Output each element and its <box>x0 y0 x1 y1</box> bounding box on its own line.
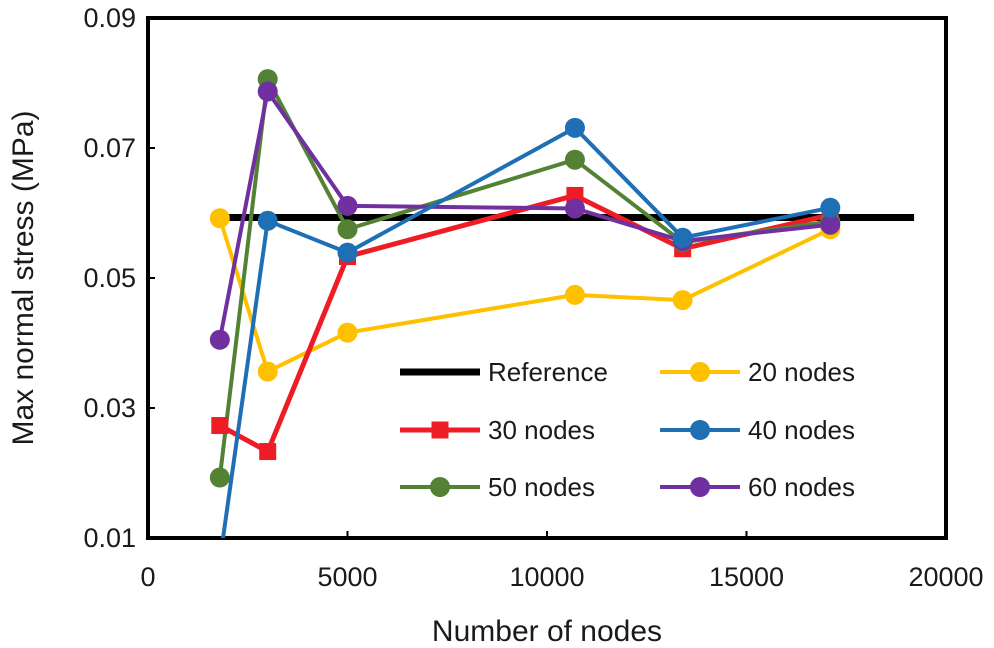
legend: Reference 20 nodes 30 nodes 40 nodes 50 node… <box>400 357 855 502</box>
data-point-20-nodes <box>337 322 358 343</box>
data-point-20-nodes <box>257 361 278 382</box>
legend-label-20-nodes: 20 nodes <box>748 357 855 387</box>
series-line-20-nodes <box>217 217 832 374</box>
data-point-60-nodes <box>820 214 841 235</box>
legend-label-60-nodes: 60 nodes <box>748 472 855 502</box>
y-tick-label: 0.03 <box>83 393 136 423</box>
legend-label-30-nodes: 30 nodes <box>488 415 595 445</box>
data-point-20-nodes <box>209 208 230 229</box>
data-point-60-nodes <box>257 81 278 102</box>
x-axis-title: Number of nodes <box>432 615 662 648</box>
x-tick-label: 10000 <box>509 562 584 592</box>
data-point-40-nodes <box>337 242 358 263</box>
data-point-40-nodes <box>257 210 278 231</box>
x-tick-label: 0 <box>140 562 155 592</box>
legend-marker-50-nodes <box>430 477 450 497</box>
legend-label-40-nodes: 40 nodes <box>748 415 855 445</box>
y-tick-label: 0.07 <box>83 133 136 163</box>
series-line-40-nodes <box>221 125 831 538</box>
legend-label-50-nodes: 50 nodes <box>488 472 595 502</box>
data-point-20-nodes <box>672 290 693 311</box>
legend-marker-40-nodes <box>690 420 710 440</box>
x-tick-label: 15000 <box>709 562 784 592</box>
data-point-40-nodes <box>820 197 841 218</box>
y-tick-label: 0.09 <box>83 3 136 33</box>
data-point-60-nodes <box>564 198 585 219</box>
legend-marker-20-nodes <box>690 362 710 382</box>
x-tick-label: 5000 <box>317 562 377 592</box>
data-point-40-nodes <box>564 117 585 138</box>
series-line-60-nodes <box>217 89 831 341</box>
legend-marker-30-nodes <box>431 421 449 439</box>
legend-marker-60-nodes <box>690 477 710 497</box>
data-point-20-nodes <box>564 284 585 305</box>
data-point-60-nodes <box>337 195 358 216</box>
y-tick-label: 0.05 <box>83 263 136 293</box>
data-point-30-nodes <box>211 417 229 435</box>
data-point-50-nodes <box>564 149 585 170</box>
y-tick-label: 0.01 <box>83 523 136 553</box>
data-point-60-nodes <box>209 329 230 350</box>
x-tick-label: 20000 <box>908 562 983 592</box>
data-point-40-nodes <box>672 227 693 248</box>
legend-label-reference: Reference <box>488 357 608 387</box>
data-point-50-nodes <box>337 219 358 240</box>
data-point-30-nodes <box>259 443 277 461</box>
data-point-40-nodes <box>210 551 230 571</box>
data-point-50-nodes <box>209 467 230 488</box>
y-axis-title: Max normal stress (MPa) <box>7 110 40 445</box>
